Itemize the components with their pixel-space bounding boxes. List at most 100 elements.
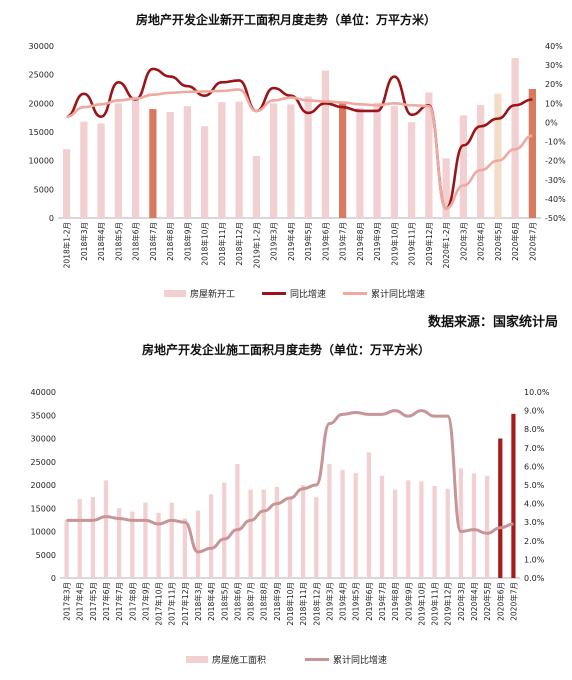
x-tick-label: 2019年12月 [424,222,434,266]
x-tick-label: 2019年12月 [443,582,453,626]
legend-swatch-bar [186,656,208,663]
bar [459,115,467,218]
x-tick-label: 2019年8月 [390,582,400,621]
x-tick-label: 2017年8月 [127,582,137,621]
source-note: 数据来源：国家统计局 [428,314,558,330]
bar [274,486,279,578]
x-tick-label: 2018年12月 [311,582,321,626]
y-right-tick-label: 3.0% [524,518,545,527]
bar [494,93,502,218]
x-tick-label: 2018年4月 [206,582,216,621]
x-tick-label: 2019年7月 [338,222,348,261]
chart1-title: 房地产开发企业新开工面积月度走势（单位：万平方米） [136,12,436,27]
bar [77,498,82,578]
bar [458,468,463,578]
x-tick-label: 2019年5月 [303,222,313,261]
x-tick-label: 2018年3月 [79,222,89,261]
x-tick-label: 2017年5月 [88,582,98,621]
bar [252,156,260,218]
bar [222,482,227,578]
y-right-tick-label: 1.0% [524,555,545,564]
x-tick-label: 2018年4月 [96,222,106,261]
y-left-tick-label: 20000 [29,99,54,108]
x-tick-label: 2017年11月 [167,582,177,626]
y-right-tick-label: 2.0% [524,537,545,546]
bar [270,103,278,218]
bar [103,480,109,578]
x-tick-label: 2020年7月 [508,582,518,621]
legend-label-line-light: 累计同比增速 [371,288,425,300]
bar [366,452,371,578]
x-tick-label: 2018年6月 [232,582,242,621]
bar [353,472,358,578]
legend-label-bar: 房屋施工面积 [212,654,266,666]
x-tick-label: 2018年11月 [298,582,308,626]
bar [209,494,214,578]
bar [183,106,191,218]
x-tick-label: 2017年7月 [114,582,124,621]
bar [419,481,424,578]
bar [356,107,364,218]
x-tick-label: 2019年3月 [269,222,279,261]
y-left-tick-label: 10000 [29,157,54,166]
x-tick-label: 2020年3月 [458,222,468,261]
x-tick-label: 2017年12月 [180,582,190,626]
x-tick-label: 2018年5月 [113,222,123,261]
y-left-tick-label: 40000 [31,388,56,397]
chart2-plot: 0 5000 10000 15000 20000 25000 30000 35000 40000… [31,388,550,626]
bar [149,109,157,218]
bar [201,126,209,218]
bar [235,464,240,578]
bar [340,470,345,578]
x-tick-label: 2018年7月 [148,222,158,261]
bar [314,497,319,578]
bar [321,70,329,218]
x-tick-label: 2019年6月 [320,222,330,261]
bar [432,485,437,578]
x-tick-label: 2018年5月 [219,582,229,621]
bar [169,502,174,578]
bar [425,92,433,218]
bar [64,519,69,578]
bar [528,89,536,218]
y-right-tick-label: 7.0% [524,444,545,453]
x-tick-label: 2020年4月 [469,582,479,621]
x-tick-label: 2017年9月 [140,582,150,621]
bar [408,122,416,218]
x-tick-label: 2018年6月 [131,222,141,261]
chart2-title: 房地产开发企业施工面积月度走势（单位：万平方米） [142,342,430,357]
y-right-tick-label: 9.0% [524,407,545,416]
x-tick-label: 2020年6月 [510,222,520,261]
y-left-tick-label: 30000 [29,42,54,51]
x-tick-label: 2018年8月 [259,582,269,621]
bar [304,96,312,218]
bar [442,158,450,218]
x-tick-label: 2019年11月 [430,582,440,626]
x-tick-label: 2018年1-2月 [62,222,72,268]
x-tick-label: 2018年10月 [285,582,295,626]
bar [511,413,516,578]
x-tick-label: 2018年9月 [182,222,192,261]
y-left-tick-label: 5000 [36,551,56,560]
bar [406,480,411,578]
legend-swatch-bar [164,290,186,297]
y-left-tick-label: 15000 [29,128,54,137]
y-right-tick-label: -50% [545,214,566,223]
bar [287,104,295,218]
bar [132,98,140,218]
legend-label-line: 累计同比增速 [333,654,387,666]
x-tick-label: 2020年1-2月 [441,222,451,268]
x-tick-label: 2018年8月 [165,222,175,261]
x-tick-label: 2020年5月 [482,582,492,621]
x-tick-label: 2020年5月 [493,222,503,261]
bar [80,121,88,218]
bar [445,488,450,578]
bar [339,102,347,218]
bar [327,464,332,578]
bar [373,102,381,218]
bar [90,497,95,578]
x-tick-label: 2018年9月 [272,582,282,621]
bar [97,123,105,218]
y-left-tick-label: 25000 [31,458,56,467]
x-tick-label: 2019年4月 [286,222,296,261]
